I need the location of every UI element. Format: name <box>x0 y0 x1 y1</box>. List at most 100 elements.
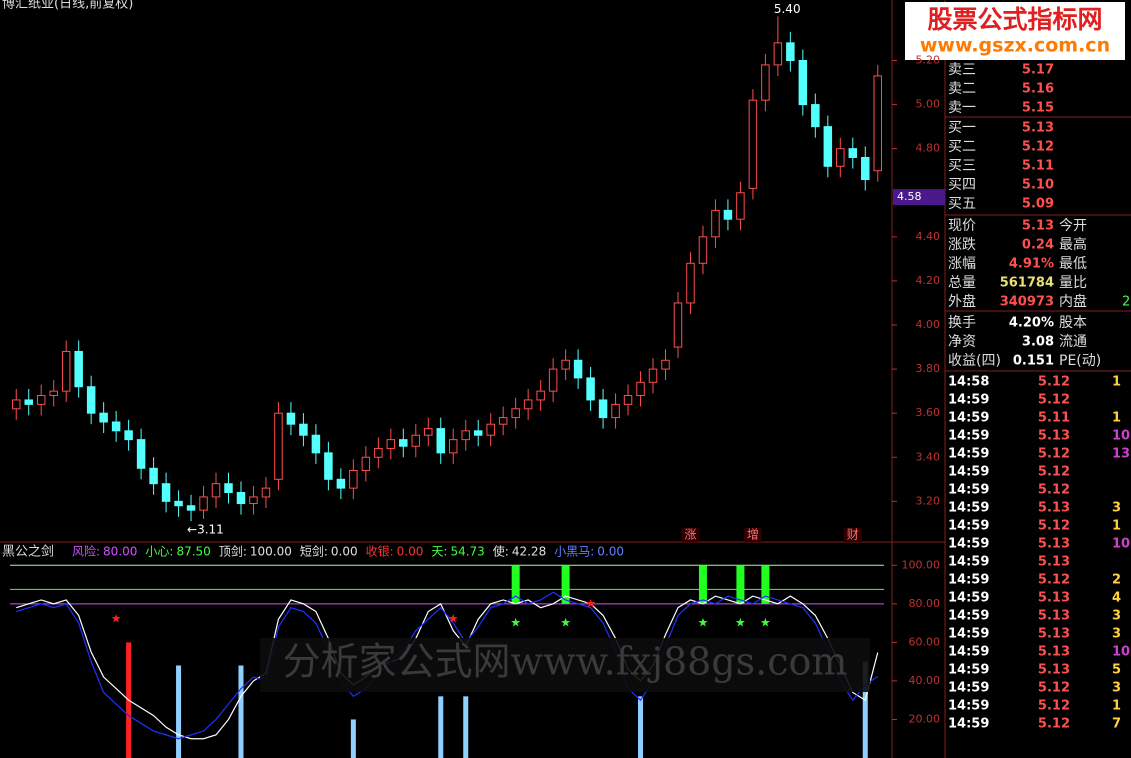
tick-volume: 5 <box>1112 663 1121 678</box>
chart-title: 博汇纸业(日线,前复权) <box>2 0 133 12</box>
tick-volume: 4 <box>1112 591 1121 606</box>
tick-price: 5.13 <box>1038 429 1070 444</box>
signal-bar <box>350 719 356 758</box>
signal-bar <box>638 696 644 758</box>
indicator-title: 黑公之剑 <box>2 544 54 560</box>
candle-body <box>523 399 533 410</box>
tick-price: 5.13 <box>1038 645 1070 660</box>
tick-volume: 10 <box>1112 429 1130 444</box>
quote-right-label: 最高 <box>1059 236 1087 253</box>
quote-value: 0.151 <box>1013 354 1054 369</box>
indicator-line <box>16 591 879 740</box>
y-tick-label: 40.00 <box>909 674 941 687</box>
quote-right-label: 流通 <box>1059 334 1087 350</box>
y-tick-label: 4.40 <box>916 230 941 243</box>
signal-bar <box>238 665 244 758</box>
book-level: 卖一 <box>948 100 976 116</box>
overlay-watermark: 分析家公式网www.fxj88gs.com <box>283 640 848 684</box>
tick-time: 14:59 <box>948 519 989 534</box>
quote-value: 5.13 <box>1022 219 1054 234</box>
y-tick-label: 3.60 <box>916 406 941 419</box>
candle-body <box>623 395 633 405</box>
indicator-line <box>16 595 879 740</box>
tick-time: 14:59 <box>948 483 989 498</box>
quote-right-label: 今开 <box>1059 218 1087 234</box>
candle-body <box>598 399 608 419</box>
legend-value: 0.00 <box>397 545 424 559</box>
legend-name: 风险: <box>72 544 100 559</box>
event-marker <box>743 528 762 542</box>
book-level: 买四 <box>948 177 976 193</box>
signal-star: ★ <box>448 612 459 626</box>
legend-value: 42.28 <box>512 545 546 559</box>
tick-volume: 10 <box>1112 537 1130 552</box>
candle-body <box>636 381 645 397</box>
tick-time: 14:59 <box>948 447 989 462</box>
tick-time: 14:59 <box>948 393 989 408</box>
y-tick-label: 100.00 <box>902 558 941 571</box>
candle-body <box>186 505 196 511</box>
tick-time: 14:59 <box>948 573 989 588</box>
tick-time: 14:59 <box>948 645 989 660</box>
watermark-url: www.gszx.com.cn <box>920 35 1110 57</box>
signal-star: ★ <box>585 596 596 610</box>
y-tick-label: 3.40 <box>916 450 941 463</box>
tick-price: 5.12 <box>1038 699 1070 714</box>
candle-body <box>648 368 658 383</box>
tick-volume: 2 <box>1112 573 1121 588</box>
top-bar <box>561 565 570 604</box>
candle-body <box>773 42 783 66</box>
candle-body <box>573 359 583 379</box>
tick-time: 14:59 <box>948 681 989 696</box>
quote-label: 收益(四) <box>948 353 1001 369</box>
candle-body <box>748 99 758 189</box>
candle-body <box>236 492 246 505</box>
legend-value: 54.73 <box>450 545 484 559</box>
signal-star: ★ <box>560 616 571 630</box>
candle-body <box>836 148 845 167</box>
quote-value: 0.24 <box>1022 238 1054 253</box>
signal-bar <box>176 665 182 758</box>
top-bar <box>736 565 745 604</box>
tick-time: 14:59 <box>948 699 989 714</box>
tick-volume: 1 <box>1112 519 1121 534</box>
candle-body <box>36 395 46 405</box>
tick-price: 5.13 <box>1038 591 1070 606</box>
tick-price: 5.13 <box>1038 627 1070 642</box>
price-annotation: ←3.11 <box>187 523 224 537</box>
legend-name: 短剑: <box>300 544 328 559</box>
candle-body <box>511 408 520 419</box>
candle-body <box>286 412 296 425</box>
legend-name: 收银: <box>366 545 394 559</box>
tick-volume: 3 <box>1112 501 1121 516</box>
legend-name: 使: <box>493 544 509 559</box>
tick-time: 14:59 <box>948 627 989 642</box>
y-tick-label: 3.80 <box>916 362 941 375</box>
tick-price: 5.12 <box>1038 465 1070 480</box>
current-price-box <box>893 189 945 206</box>
candle-body <box>199 496 208 511</box>
y-tick-label: 80.00 <box>909 597 941 610</box>
candle-body <box>149 467 158 485</box>
tick-price: 5.12 <box>1038 393 1070 408</box>
tick-price: 5.11 <box>1038 411 1070 426</box>
event-marker <box>843 528 862 542</box>
tick-volume: 7 <box>1112 717 1121 732</box>
legend-value: 0.00 <box>331 545 358 559</box>
quote-label: 换手 <box>948 314 976 331</box>
quote-value: 3.08 <box>1022 335 1054 350</box>
y-tick-label: 5.00 <box>916 98 941 111</box>
tick-volume: 3 <box>1112 681 1121 696</box>
book-price: 5.12 <box>1022 140 1054 155</box>
tick-time: 14:59 <box>948 537 989 552</box>
candle-body <box>861 156 870 181</box>
tick-price: 5.13 <box>1038 501 1070 516</box>
tick-volume: 3 <box>1112 609 1121 624</box>
book-level: 买二 <box>948 139 976 155</box>
legend-value: 0.00 <box>597 545 624 559</box>
tick-volume: 1 <box>1112 411 1121 426</box>
candle-body <box>299 423 308 436</box>
book-price: 5.13 <box>1022 121 1054 136</box>
quote-label: 涨跌 <box>948 237 976 253</box>
candle-body <box>561 359 570 370</box>
